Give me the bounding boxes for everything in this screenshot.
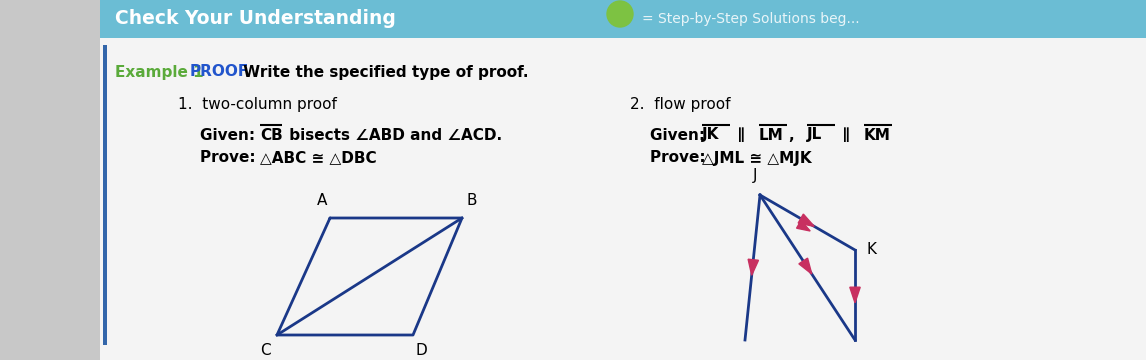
Text: PROOF: PROOF bbox=[190, 64, 249, 80]
Text: ,: , bbox=[788, 127, 800, 143]
Text: 1.  two-column proof: 1. two-column proof bbox=[178, 98, 337, 112]
Text: △ABC ≅ △DBC: △ABC ≅ △DBC bbox=[260, 150, 377, 166]
Text: 2.  flow proof: 2. flow proof bbox=[630, 98, 730, 112]
Text: CB: CB bbox=[260, 127, 283, 143]
Polygon shape bbox=[798, 214, 815, 226]
Text: C: C bbox=[260, 343, 270, 358]
Text: △JML ≅ △MJK: △JML ≅ △MJK bbox=[702, 150, 811, 166]
Text: Example 1: Example 1 bbox=[115, 64, 204, 80]
Text: JL: JL bbox=[807, 127, 822, 143]
Text: ∥: ∥ bbox=[837, 127, 855, 143]
Polygon shape bbox=[850, 287, 861, 303]
Text: Prove:: Prove: bbox=[650, 150, 711, 166]
Text: bisects ∠ABD and ∠ACD.: bisects ∠ABD and ∠ACD. bbox=[284, 127, 502, 143]
Polygon shape bbox=[748, 259, 759, 275]
Text: JK: JK bbox=[702, 127, 720, 143]
Text: J: J bbox=[753, 168, 758, 183]
Bar bbox=[0, 0, 100, 360]
Text: K: K bbox=[866, 243, 876, 257]
Text: ∥: ∥ bbox=[732, 127, 751, 143]
Text: Check Your Understanding: Check Your Understanding bbox=[115, 9, 395, 28]
Text: LM: LM bbox=[759, 127, 784, 143]
Text: Given:: Given: bbox=[650, 127, 711, 143]
Text: Prove:: Prove: bbox=[201, 150, 261, 166]
Text: = Step-by-Step Solutions beg...: = Step-by-Step Solutions beg... bbox=[642, 12, 860, 26]
Circle shape bbox=[607, 1, 633, 27]
Text: Write the specified type of proof.: Write the specified type of proof. bbox=[238, 64, 528, 80]
Text: A: A bbox=[316, 193, 328, 208]
Text: D: D bbox=[415, 343, 426, 358]
Bar bbox=[100, 0, 1146, 38]
Text: Given:: Given: bbox=[201, 127, 260, 143]
Text: B: B bbox=[466, 193, 477, 208]
Bar bbox=[103, 45, 107, 345]
Polygon shape bbox=[799, 258, 811, 274]
Text: KM: KM bbox=[864, 127, 890, 143]
Bar bbox=[100, 38, 1146, 360]
Polygon shape bbox=[796, 221, 810, 231]
